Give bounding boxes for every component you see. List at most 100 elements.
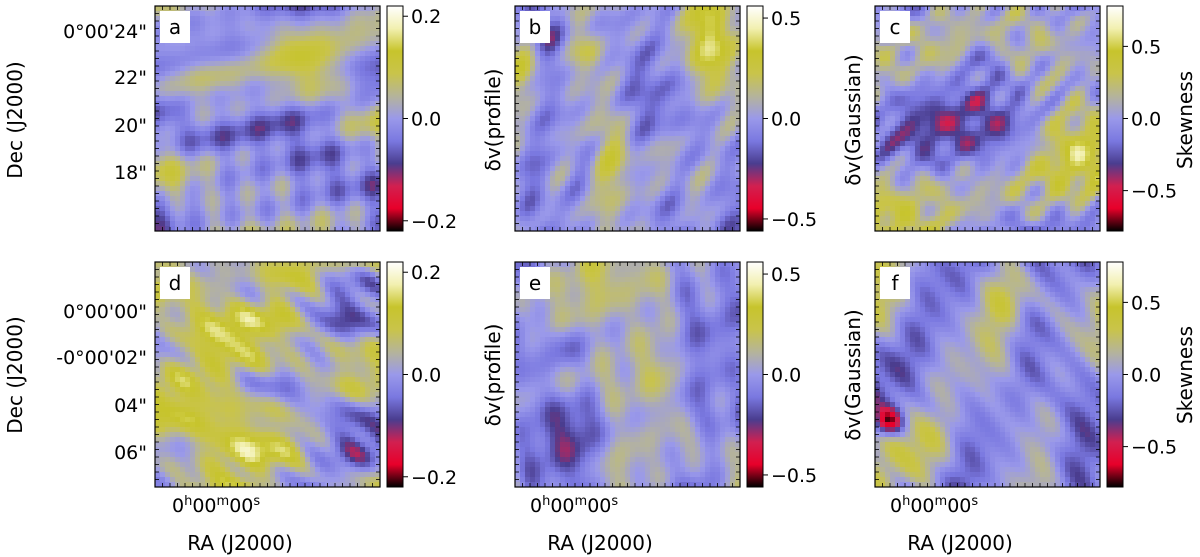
heatmap-cell (700, 66, 706, 72)
heatmap-cell (600, 111, 606, 117)
heatmap-cell (290, 141, 296, 147)
heatmap-cell (670, 116, 676, 122)
heatmap-cell (155, 226, 161, 232)
heatmap-cell (710, 81, 716, 87)
heatmap-cell (325, 196, 331, 202)
heatmap-cell (1045, 26, 1051, 32)
heatmap-cell (595, 76, 601, 82)
heatmap-cell (610, 201, 616, 207)
heatmap-cell (375, 66, 381, 72)
heatmap-cell (695, 191, 701, 197)
heatmap-cell (215, 51, 221, 57)
heatmap-cell (185, 181, 191, 187)
heatmap-cell (310, 206, 316, 212)
heatmap-cell (260, 6, 266, 12)
heatmap-cell (680, 56, 686, 62)
heatmap-cell (990, 66, 996, 72)
colorbar-tick-label: −0.2 (411, 211, 457, 233)
heatmap-cell (900, 51, 906, 57)
heatmap-cell (615, 161, 621, 167)
heatmap-cell (635, 131, 641, 137)
heatmap-cell (875, 51, 881, 57)
heatmap-cell (885, 71, 891, 77)
heatmap-cell (265, 26, 271, 32)
heatmap-cell (195, 171, 201, 177)
heatmap-cell (590, 86, 596, 92)
heatmap-cell (225, 96, 231, 102)
heatmap-cell (165, 56, 171, 62)
heatmap-cell (300, 6, 306, 12)
heatmap-cell (245, 16, 251, 22)
heatmap-cell (625, 161, 631, 167)
heatmap-cell (645, 126, 651, 132)
heatmap-cell (625, 91, 631, 97)
heatmap-cell (675, 26, 681, 32)
heatmap-cell (675, 106, 681, 112)
heatmap-cell (715, 146, 721, 152)
heatmap-cell (590, 46, 596, 52)
heatmap-cell (310, 141, 316, 147)
heatmap-cell (725, 206, 731, 212)
heatmap-cell (965, 31, 971, 37)
heatmap-cell (1025, 61, 1031, 67)
heatmap-cell (350, 166, 356, 172)
heatmap-cell (370, 56, 376, 62)
heatmap-cell (695, 41, 701, 47)
heatmap-cell (565, 176, 571, 182)
heatmap-cell (580, 116, 586, 122)
heatmap-cell (370, 66, 376, 72)
heatmap-cell (250, 181, 256, 187)
heatmap-cell (275, 181, 281, 187)
heatmap-cell (520, 166, 526, 172)
heatmap-cell (290, 206, 296, 212)
heatmap-cell (245, 136, 251, 142)
heatmap-cell (595, 36, 601, 42)
heatmap-cell (255, 136, 261, 142)
heatmap-cell (190, 16, 196, 22)
heatmap-cell (535, 176, 541, 182)
heatmap-cell (535, 111, 541, 117)
heatmap-cell (565, 26, 571, 32)
heatmap-cell (220, 111, 226, 117)
heatmap-cell (250, 96, 256, 102)
heatmap-cell (180, 106, 186, 112)
heatmap-cell (1010, 6, 1016, 12)
heatmap-cell (190, 111, 196, 117)
heatmap-cell (520, 121, 526, 127)
heatmap-cell (285, 116, 291, 122)
heatmap-cell (685, 121, 691, 127)
heatmap-cell (370, 136, 376, 142)
heatmap-cell (370, 86, 376, 92)
heatmap-cell (675, 171, 681, 177)
heatmap-cell (645, 186, 651, 192)
heatmap-cell (995, 76, 1001, 82)
heatmap-cell (235, 56, 241, 62)
heatmap-cell (710, 11, 716, 17)
heatmap-cell (730, 51, 736, 57)
heatmap-cell (575, 111, 581, 117)
heatmap-cell (560, 31, 566, 37)
heatmap-cell (230, 161, 236, 167)
heatmap-cell (345, 71, 351, 77)
heatmap-cell (310, 176, 316, 182)
heatmap-cell (240, 6, 246, 12)
heatmap-cell (275, 101, 281, 107)
heatmap-cell (610, 161, 616, 167)
heatmap-cell (365, 141, 371, 147)
heatmap-cell (335, 161, 341, 167)
heatmap-cell (555, 26, 561, 32)
heatmap-cell (195, 166, 201, 172)
heatmap-cell (275, 31, 281, 37)
heatmap-cell (205, 166, 211, 172)
heatmap-cell (370, 146, 376, 152)
heatmap-cell (720, 81, 726, 87)
heatmap-cell (350, 31, 356, 37)
heatmap-cell (365, 126, 371, 132)
heatmap-cell (325, 131, 331, 137)
heatmap-cell (340, 66, 346, 72)
heatmap-cell (1070, 66, 1076, 72)
heatmap-cell (545, 101, 551, 107)
heatmap-cell (205, 51, 211, 57)
heatmap-cell (315, 91, 321, 97)
heatmap-cell (675, 101, 681, 107)
